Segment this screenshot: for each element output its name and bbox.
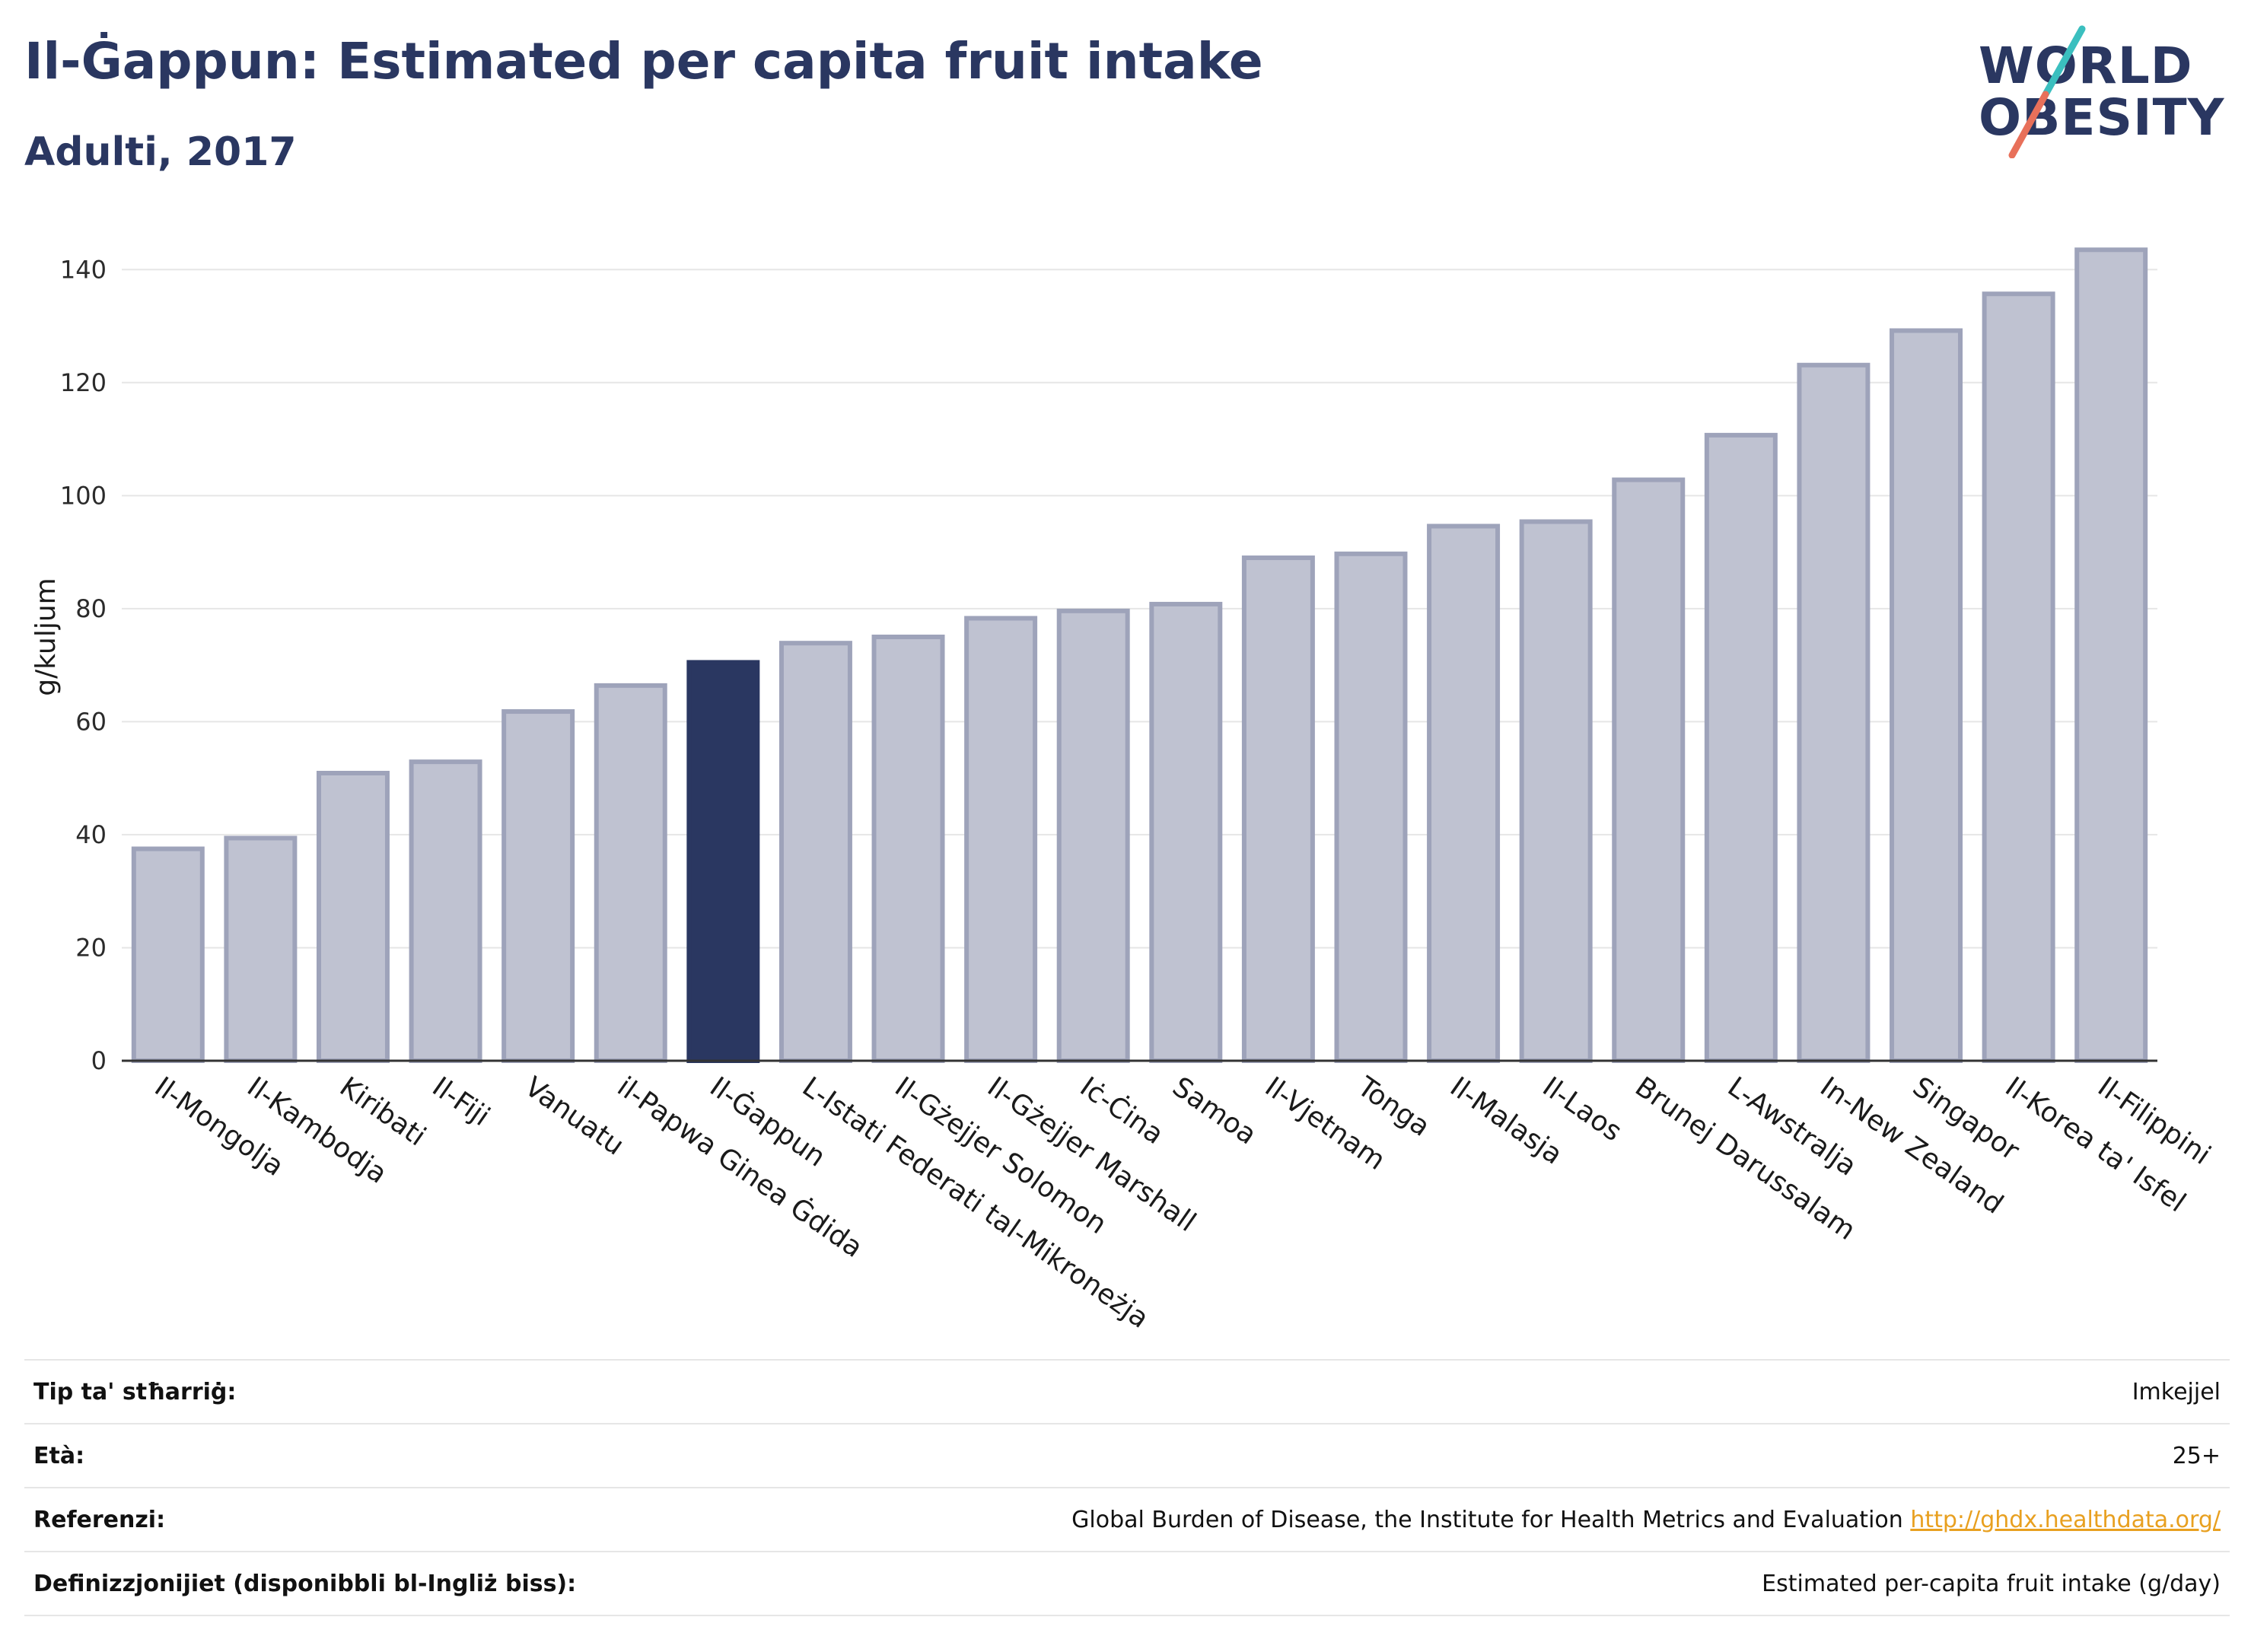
meta-label: Età: (24, 1423, 740, 1488)
bar (1890, 328, 1963, 1063)
bar (1334, 551, 1408, 1063)
logo-word-world: WORLD (1979, 37, 2193, 95)
bar (1797, 362, 1871, 1063)
bar (501, 709, 575, 1063)
bars (131, 247, 2148, 1064)
y-axis-label: g/kuljum (30, 578, 62, 695)
meta-value-cell: Global Burden of Disease, the Institute … (740, 1487, 2230, 1552)
bar (871, 635, 945, 1063)
meta-value: Global Burden of Disease, the Institute … (1071, 1506, 1911, 1533)
y-tick-label: 60 (75, 707, 107, 736)
logo-slash-icon (2008, 25, 2086, 158)
y-tick-label: 20 (75, 933, 107, 962)
bar (224, 836, 298, 1063)
meta-value: Estimated per-capita fruit intake (g/day… (740, 1551, 2230, 1616)
y-tick-label: 100 (60, 481, 107, 510)
y-tick-label: 120 (60, 368, 107, 397)
x-tick-label: Samoa (1167, 1071, 1262, 1151)
bar (1056, 608, 1130, 1063)
meta-value: 25+ (740, 1423, 2230, 1488)
bar (2074, 247, 2148, 1064)
meta-row-age: Età: 25+ (24, 1423, 2230, 1488)
bar (778, 641, 852, 1063)
y-tick-label: 40 (75, 820, 107, 849)
bar (409, 759, 482, 1063)
bar (1704, 432, 1778, 1064)
bar (964, 616, 1038, 1063)
bar-chart: 020406080100120140g/kuljumIl-MongoljaIl-… (30, 247, 2216, 1335)
meta-value: Imkejjel (740, 1359, 2230, 1424)
bar (1241, 555, 1315, 1063)
bar (1519, 519, 1593, 1064)
y-tick-label: 140 (60, 255, 107, 284)
x-tick-label: Vanuatu (519, 1071, 629, 1162)
x-tick-label: Il-Fiji (426, 1071, 495, 1132)
metadata-table: Tip ta' stħarriġ: Imkejjel Età: 25+ Refe… (24, 1359, 2230, 1616)
y-tick-label: 0 (91, 1046, 107, 1075)
meta-row-survey-type: Tip ta' stħarriġ: Imkejjel (24, 1359, 2230, 1424)
world-obesity-logo: WORLD OBESITY (1979, 23, 2237, 160)
bar (131, 846, 205, 1063)
bar (594, 683, 667, 1063)
meta-row-references: Referenzi: Global Burden of Disease, the… (24, 1487, 2230, 1552)
bar-highlighted (686, 660, 760, 1063)
bar (1427, 524, 1501, 1064)
y-tick-label: 80 (75, 594, 107, 623)
bar (1982, 291, 2055, 1063)
bar (1612, 477, 1686, 1063)
meta-label: Tip ta' stħarriġ: (24, 1359, 740, 1424)
meta-label: Referenzi: (24, 1487, 740, 1552)
chart-subtitle: Adulti, 2017 (24, 129, 297, 175)
reference-link[interactable]: http://ghdx.healthdata.org/ (1910, 1506, 2221, 1533)
meta-label: Definizzjonijiet (disponibbli bl-Ingliż … (24, 1551, 740, 1616)
bar (1149, 601, 1223, 1063)
meta-row-definitions: Definizzjonijiet (disponibbli bl-Ingliż … (24, 1551, 2230, 1616)
bar (316, 770, 390, 1063)
chart-title: Il-Ġappun: Estimated per capita fruit in… (24, 32, 1263, 91)
